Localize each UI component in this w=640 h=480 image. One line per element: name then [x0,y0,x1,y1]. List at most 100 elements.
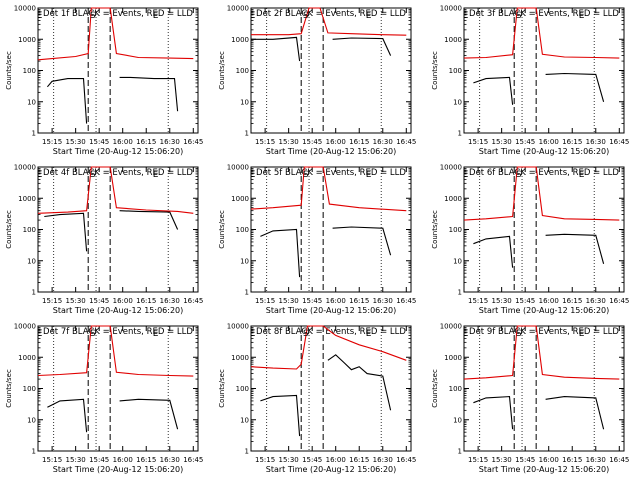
y-tick-label: 10 [453,257,462,265]
x-tick-label: 15:15 [255,456,275,464]
series-line-black [473,396,514,430]
x-tick-label: 16:30 [160,297,180,305]
series-line-red [250,166,407,212]
y-axis-label: Counts/sec [431,51,439,90]
marker-label: E [153,329,159,339]
y-tick-label: 100 [236,385,249,393]
x-tick-label: 15:15 [255,297,275,305]
x-tick-label: 15:45 [89,138,109,146]
y-axis-label: Counts/sec [218,51,226,90]
x-tick-label: 16:45 [183,138,203,146]
y-tick-label: 10000 [440,164,462,172]
x-axis-label: Start Time (20-Aug-12 15:06:20) [479,465,610,474]
series-line-black [545,72,605,102]
series-line-black [46,78,88,124]
x-tick-label: 15:15 [468,297,488,305]
y-tick-label: 100 [236,67,249,75]
x-tick-label: 15:15 [42,138,62,146]
series-line-black [332,226,392,256]
marker-label: S [90,170,96,180]
y-axis-label: Counts/sec [218,369,226,408]
series-line-red [250,325,407,370]
y-tick-label: 1000 [18,354,36,362]
y-tick-label: 100 [23,226,36,234]
x-axis-label: Start Time (20-Aug-12 15:06:20) [53,306,184,315]
plot-frame [463,7,625,134]
x-tick-label: 15:45 [302,297,322,305]
marker-label: E [153,11,159,21]
x-tick-label: 16:30 [160,138,180,146]
y-axis-label: Counts/sec [431,210,439,249]
x-axis-label: Start Time (20-Aug-12 15:06:20) [266,147,397,156]
y-tick-label: 1 [458,289,462,297]
x-tick-label: 16:30 [586,297,606,305]
plot-frame [463,325,625,452]
y-tick-label: 1000 [231,195,249,203]
y-tick-label: 1 [458,448,462,456]
x-tick-label: 15:45 [89,297,109,305]
series-line-red [463,325,620,380]
marker-label: S [90,329,96,339]
plot-frame [250,325,412,452]
x-tick-label: 16:15 [349,297,369,305]
plot-frame [37,166,199,293]
marker-label: E [250,170,256,180]
marker-label: S [516,329,522,339]
x-tick-label: 16:00 [326,138,346,146]
panel-title: Det 2f BLACK = Events, RED = LLD [256,9,406,19]
series-line-red [37,325,194,377]
marker-label: E [250,329,256,339]
x-tick-label: 15:45 [515,456,535,464]
series-line-red [37,166,194,214]
x-tick-label: 16:30 [160,456,180,464]
series-line-black [251,36,301,62]
series-line-black [545,233,605,264]
x-tick-label: 16:15 [562,297,582,305]
x-axis-label: Start Time (20-Aug-12 15:06:20) [266,465,397,474]
series-line-black [473,76,514,105]
marker-label: E [463,170,469,180]
panel-8: Det 8f BLACK = Events, RED = LLDCounts/s… [218,323,416,475]
x-axis-label: Start Time (20-Aug-12 15:06:20) [479,147,610,156]
marker-label: E [579,11,585,21]
x-tick-label: 16:15 [136,297,156,305]
x-tick-label: 16:15 [136,138,156,146]
panel-3: Det 3f BLACK = Events, RED = LLD Counts/s… [431,5,629,157]
y-axis-label: Counts/sec [5,51,13,90]
y-tick-label: 10 [240,98,249,106]
x-tick-label: 16:00 [113,138,133,146]
x-tick-label: 16:15 [349,456,369,464]
panel-6: Det 6f BLACK = Events, RED = LLD Counts/s… [431,164,629,316]
x-tick-label: 15:45 [302,138,322,146]
y-tick-label: 1000 [231,36,249,44]
plot-frame [463,166,625,293]
x-tick-label: 16:45 [609,456,629,464]
series-line-black [260,394,301,437]
marker-label: E [463,329,469,339]
x-tick-label: 15:45 [515,297,535,305]
marker-label: E [37,329,43,339]
panel-9: Det 9f BLACK = Events, RED = LLD Counts/s… [431,323,629,475]
x-tick-label: 15:30 [492,456,512,464]
x-tick-label: 16:30 [373,297,393,305]
x-tick-label: 16:15 [136,456,156,464]
panel-1: Det 1f BLACK = Events, RED = LLD Counts/s… [5,5,203,157]
x-tick-label: 16:00 [326,456,346,464]
y-tick-label: 1 [32,289,36,297]
x-tick-label: 15:30 [66,297,86,305]
y-tick-label: 10 [240,257,249,265]
x-tick-label: 15:15 [468,456,488,464]
x-tick-label: 16:30 [586,456,606,464]
x-tick-label: 15:15 [255,138,275,146]
x-tick-label: 16:00 [113,456,133,464]
x-tick-label: 16:45 [396,138,416,146]
x-tick-label: 15:15 [42,456,62,464]
y-tick-label: 1000 [231,354,249,362]
panel-title: Det 7f BLACK = Events, RED = LLD [43,327,193,337]
x-tick-label: 16:30 [373,138,393,146]
plot-frame [250,7,412,134]
x-axis-label: Start Time (20-Aug-12 15:06:20) [53,147,184,156]
y-tick-label: 10000 [227,323,249,331]
marker-label: E [37,170,43,180]
x-tick-label: 16:00 [326,297,346,305]
